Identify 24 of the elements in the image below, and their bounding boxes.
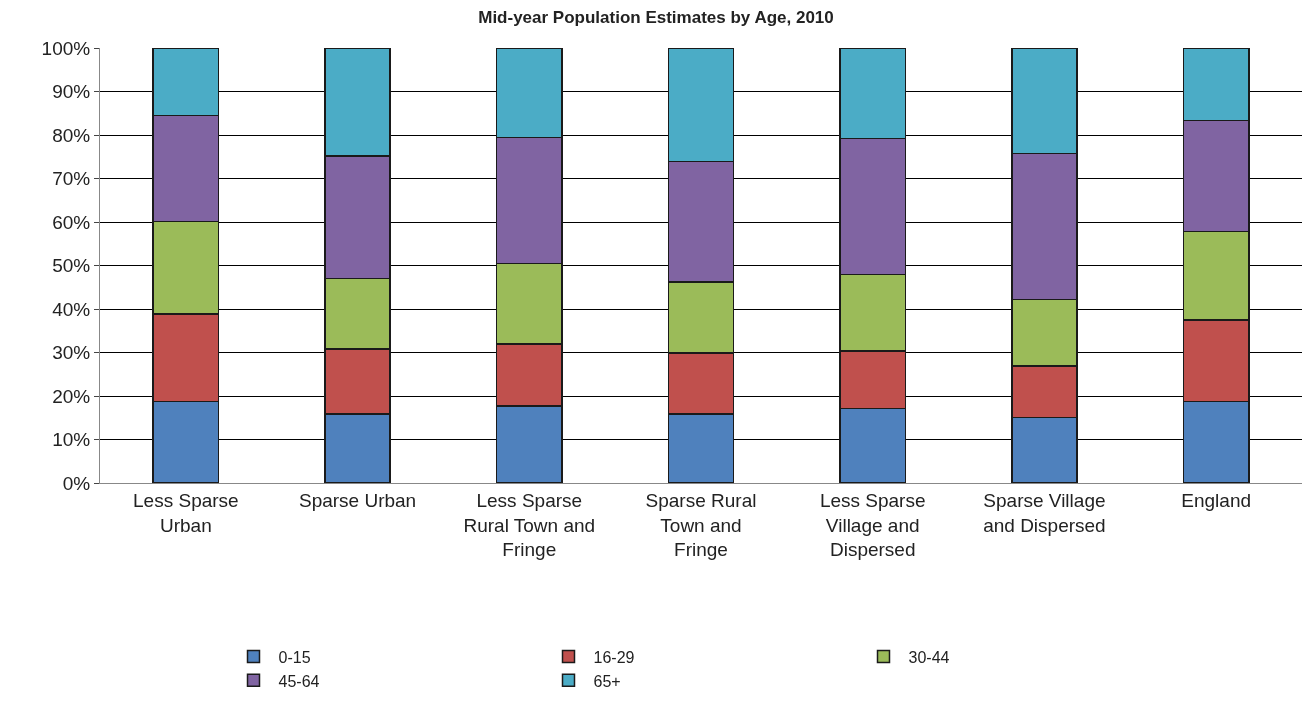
y-tick-label: 50%: [52, 255, 91, 277]
y-tick-label: 70%: [52, 168, 91, 190]
y-tick-label: 60%: [52, 211, 91, 233]
x-tick-label: Sparse Village and Dispersed: [983, 489, 1106, 536]
y-tick-label: 100%: [41, 37, 91, 59]
y-tick-label: 40%: [52, 298, 91, 320]
y-tick-label: 30%: [52, 342, 91, 364]
y-tick-label: 90%: [52, 81, 91, 103]
x-tick-label: England: [1181, 489, 1252, 511]
legend-label: 65+: [593, 672, 621, 690]
x-tick-label: Less Sparse Village and Dispersed: [819, 489, 926, 561]
y-tick-label: 10%: [52, 429, 91, 451]
y-tick-label: 20%: [52, 385, 91, 407]
legend-label: 0-15: [278, 648, 311, 666]
x-tick-label: Less Sparse Rural Town and Fringe: [463, 489, 596, 561]
x-tick-label: Sparse Rural Town and Fringe: [645, 489, 757, 561]
chart-title: Mid-year Population Estimates by Age, 2010: [478, 7, 834, 27]
y-tick-label: 0%: [62, 472, 91, 494]
legend-label: 30-44: [908, 648, 950, 666]
y-tick-label: 80%: [52, 124, 91, 146]
x-tick-label: Sparse Urban: [298, 489, 417, 511]
x-tick-label: Less Sparse Urban: [133, 489, 239, 536]
legend-label: 16-29: [593, 648, 635, 666]
legend-label: 45-64: [278, 672, 320, 690]
